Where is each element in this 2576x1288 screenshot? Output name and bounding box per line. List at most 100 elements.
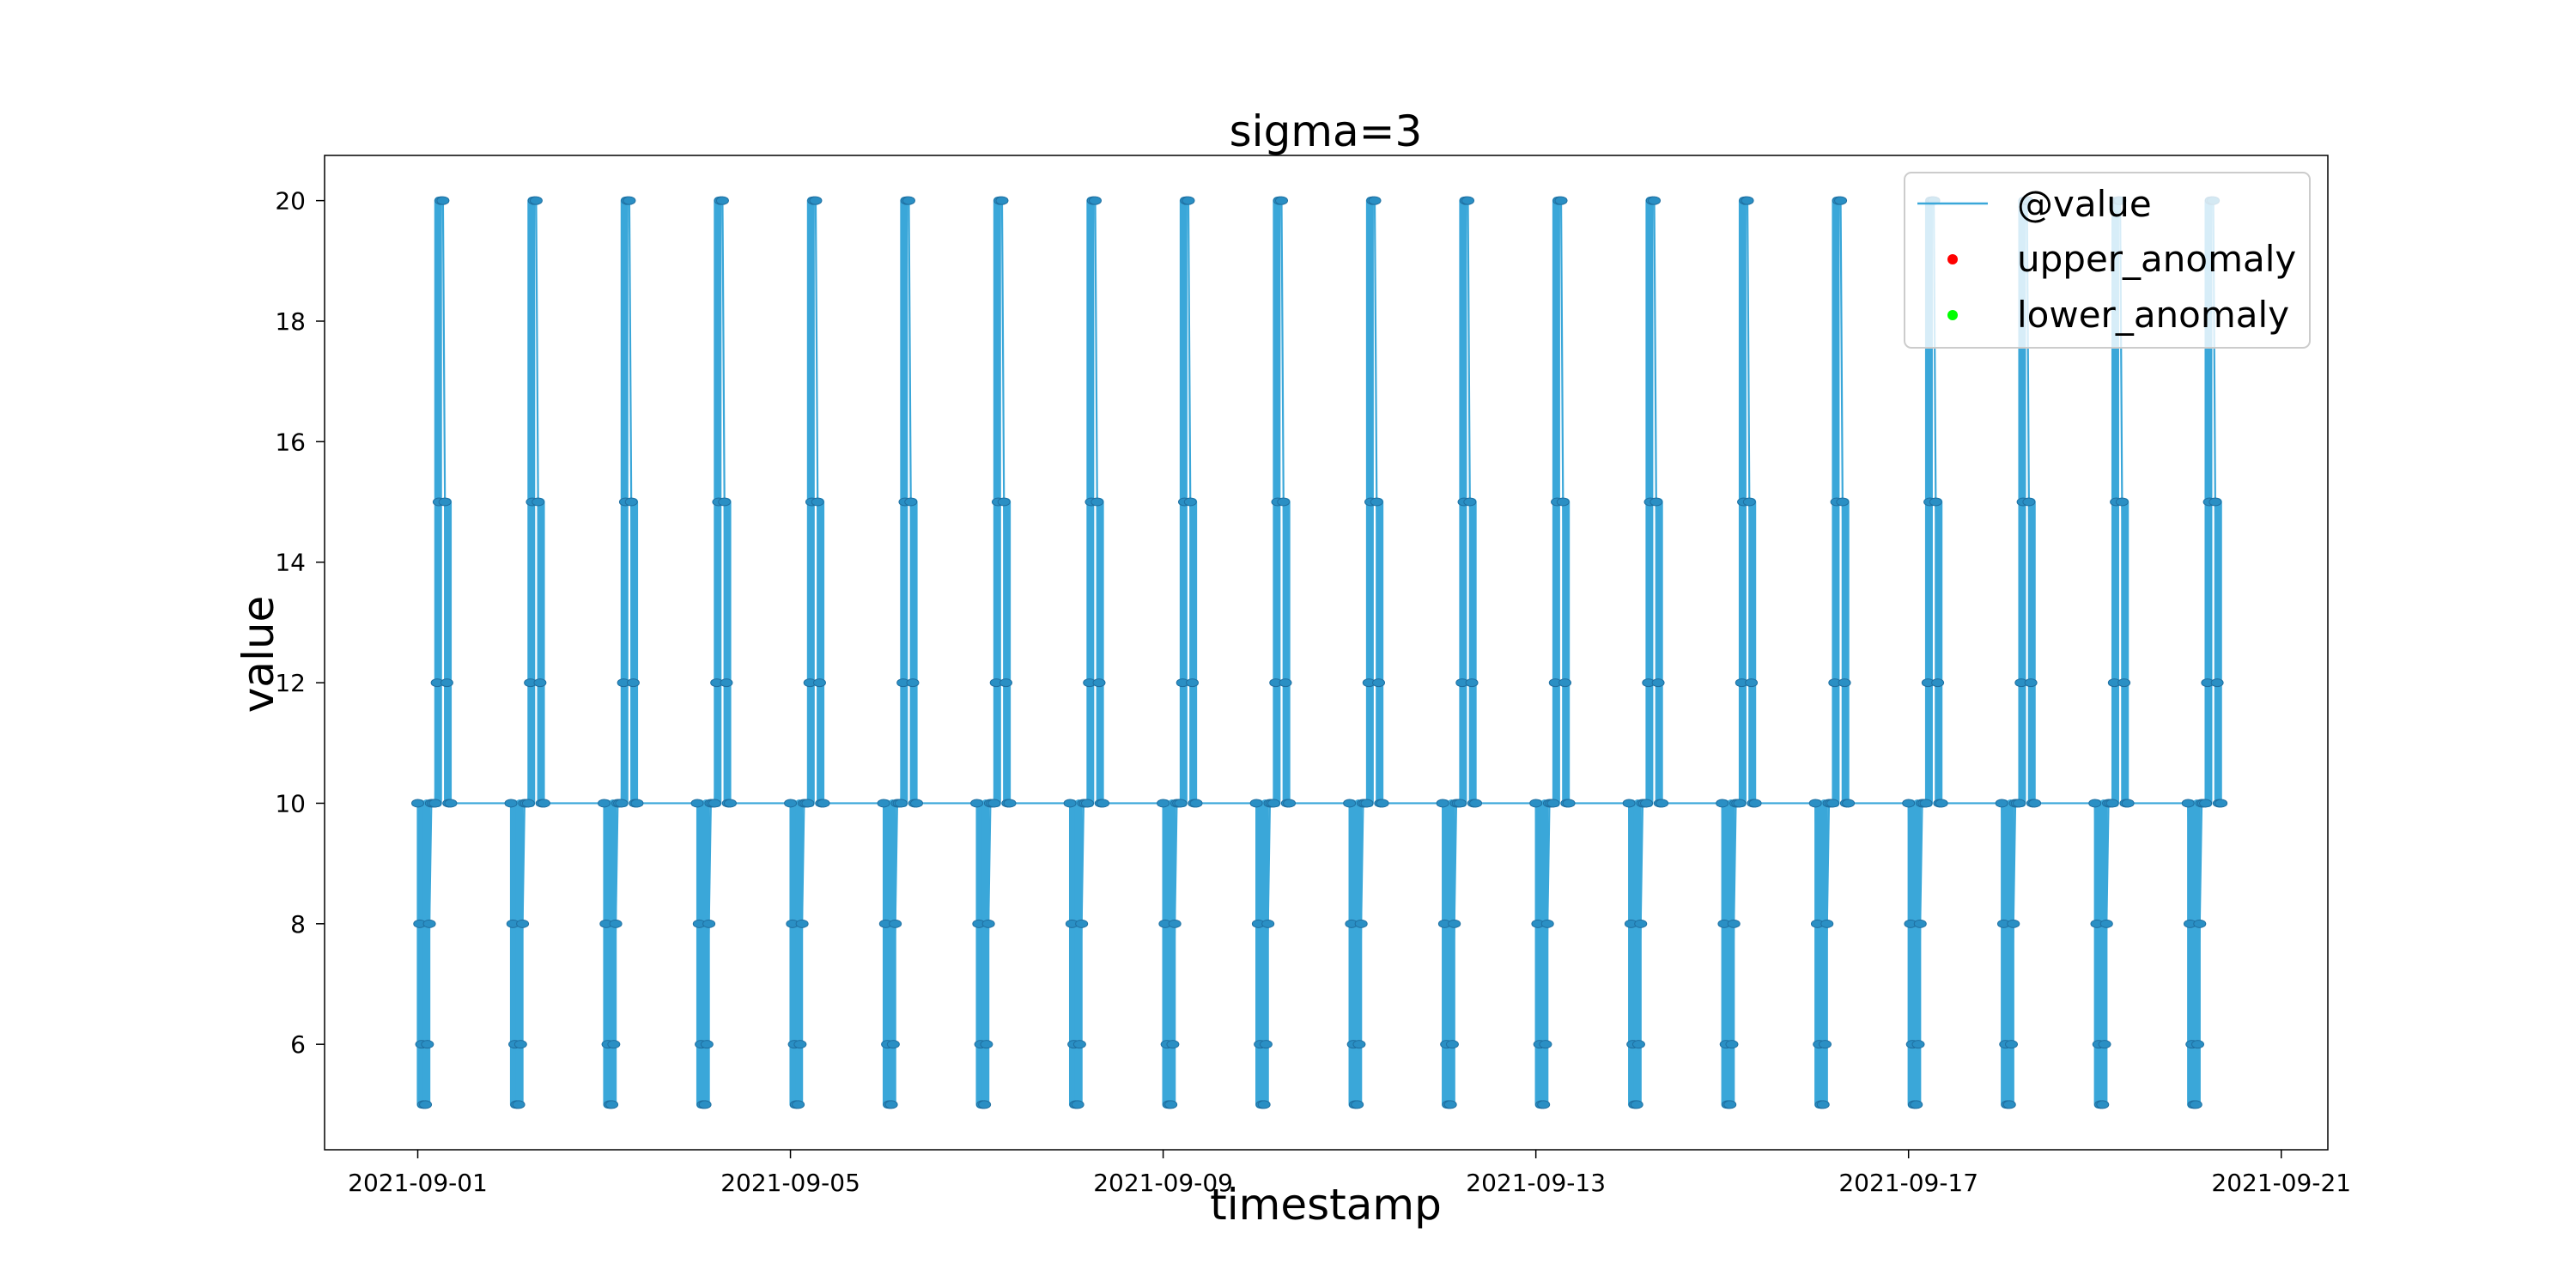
x-tick-label: 2021-09-05: [720, 1169, 860, 1197]
data-point: [623, 196, 636, 205]
data-point: [1640, 799, 1654, 808]
data-point: [698, 1100, 712, 1109]
data-point: [902, 196, 915, 205]
data-point: [1376, 799, 1389, 808]
data-point: [605, 1100, 619, 1109]
data-point: [1910, 1100, 1923, 1109]
data-point: [1277, 497, 1291, 507]
data-point: [1063, 799, 1077, 808]
data-point: [708, 799, 721, 808]
data-point: [811, 497, 824, 507]
y-tick-label: 8: [290, 910, 306, 939]
data-point: [1072, 1040, 1086, 1049]
data-point: [910, 799, 924, 808]
x-axis: 2021-09-01 2021-09-05 2021-09-09 2021-09-13…: [348, 1150, 2351, 1197]
data-point: [1919, 799, 1933, 808]
legend-label-value: @value: [2017, 183, 2152, 225]
data-point: [1092, 678, 1106, 688]
data-point: [700, 1040, 714, 1049]
data-point: [2098, 1040, 2111, 1049]
y-tick-label: 12: [275, 669, 306, 697]
data-point: [2028, 799, 2042, 808]
data-point: [1529, 799, 1543, 808]
y-tick-label: 16: [275, 428, 306, 456]
data-point: [1183, 497, 1197, 507]
data-point: [422, 919, 436, 928]
data-point: [1283, 799, 1297, 808]
data-point: [795, 919, 809, 928]
data-point: [1445, 1040, 1459, 1049]
data-point: [2005, 1040, 2019, 1049]
data-point: [598, 799, 611, 808]
data-point: [1742, 497, 1756, 507]
data-point: [1935, 799, 1948, 808]
data-point: [718, 497, 732, 507]
data-point: [1360, 799, 1374, 808]
data-point: [513, 1040, 527, 1049]
data-point: [1097, 799, 1110, 808]
data-point: [444, 799, 458, 808]
data-point: [884, 1100, 898, 1109]
data-point: [2199, 799, 2213, 808]
legend-label-lower: lower_anomaly: [2017, 294, 2289, 336]
data-point: [512, 1100, 526, 1109]
data-point: [801, 799, 815, 808]
data-point: [817, 799, 830, 808]
x-tick-label: 2021-09-17: [1838, 1169, 1978, 1197]
data-point: [521, 799, 535, 808]
data-point: [504, 799, 518, 808]
data-point: [720, 678, 733, 688]
data-point: [537, 799, 550, 808]
data-point: [1558, 678, 1572, 688]
data-point: [715, 196, 729, 205]
data-point: [2099, 919, 2113, 928]
data-point: [419, 1100, 433, 1109]
series-layer: [411, 196, 2228, 1109]
data-point: [1354, 919, 1368, 928]
data-point: [1931, 678, 1945, 688]
data-point: [1745, 678, 1759, 688]
data-point: [1648, 196, 1662, 205]
data-point: [609, 919, 623, 928]
data-point: [440, 678, 453, 688]
data-point: [2002, 1100, 2016, 1109]
data-point: [1372, 678, 1386, 688]
data-point: [1091, 497, 1104, 507]
data-point: [626, 678, 640, 688]
data-point: [1343, 799, 1357, 808]
y-tick-label: 18: [275, 307, 306, 336]
data-point: [1351, 1100, 1364, 1109]
y-tick-label: 20: [275, 187, 306, 216]
data-point: [2208, 497, 2222, 507]
data-point: [1634, 919, 1648, 928]
data-point: [1463, 497, 1477, 507]
data-point: [1453, 799, 1467, 808]
data-point: [978, 1100, 992, 1109]
data-point: [630, 799, 644, 808]
data-point: [438, 497, 452, 507]
data-point: [1279, 678, 1292, 688]
data-point: [1075, 919, 1089, 928]
data-point: [411, 799, 425, 808]
data-point: [2007, 919, 2020, 928]
data-point: [1842, 799, 1856, 808]
y-tick-label: 14: [275, 549, 306, 577]
data-point: [1995, 799, 2008, 808]
data-point: [812, 678, 826, 688]
data-point: [877, 799, 890, 808]
data-point: [1562, 799, 1576, 808]
data-point: [2022, 497, 2036, 507]
x-tick-label: 2021-09-01: [348, 1169, 488, 1197]
data-point: [1651, 678, 1665, 688]
data-point: [607, 1040, 621, 1049]
data-point: [1448, 919, 1461, 928]
data-point: [1259, 1040, 1273, 1049]
x-tick-label: 2021-09-13: [1466, 1169, 1606, 1197]
data-point: [1808, 799, 1822, 808]
data-point: [1166, 1040, 1180, 1049]
legend-box: [1904, 172, 2311, 349]
data-point: [1461, 196, 1475, 205]
legend-lower-swatch: [1947, 310, 1958, 320]
data-point: [987, 799, 1001, 808]
